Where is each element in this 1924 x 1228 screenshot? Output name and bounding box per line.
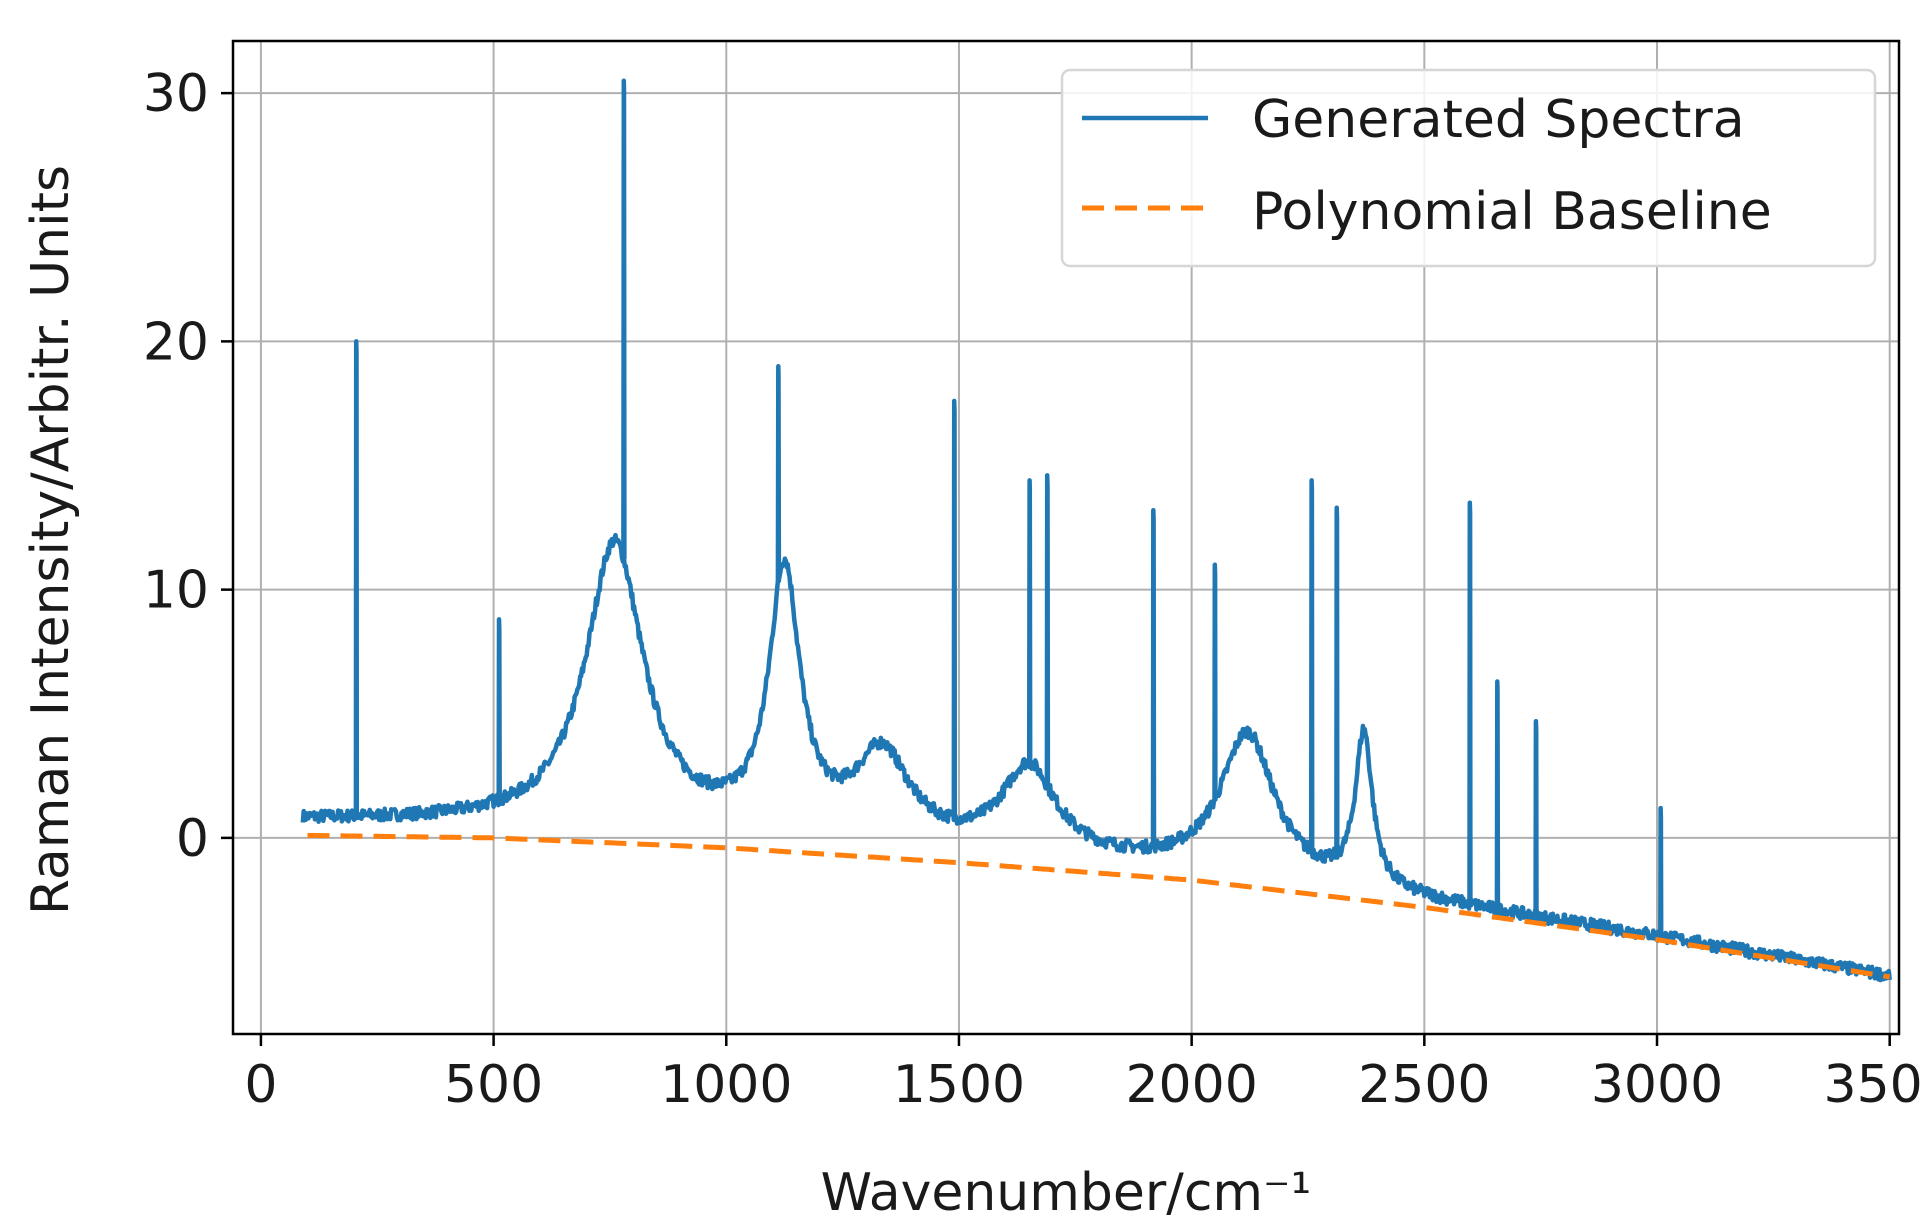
y-tick-label: 20	[143, 312, 209, 372]
y-tick-label: 10	[143, 561, 209, 621]
y-axis-label: Raman Intensity/Arbitr. Units	[21, 165, 81, 915]
x-tick-label: 1500	[893, 1055, 1025, 1115]
x-tick-label: 2500	[1358, 1055, 1490, 1115]
x-axis-label: Wavenumber/cm⁻¹	[821, 1163, 1312, 1223]
legend: Generated Spectra Polynomial Baseline	[1060, 68, 1877, 268]
x-tick-label: 2000	[1125, 1055, 1257, 1115]
y-tick-label: 30	[143, 64, 209, 124]
x-tick-label: 3000	[1591, 1055, 1723, 1115]
x-tick-label: 500	[444, 1055, 543, 1115]
axes-frame	[231, 39, 1901, 1036]
x-tick-label: 1000	[660, 1055, 792, 1115]
legend-label-polynomial-baseline: Polynomial Baseline	[1252, 182, 1772, 242]
legend-box	[1060, 68, 1877, 268]
legend-label-generated-spectra: Generated Spectra	[1252, 90, 1745, 150]
x-tick-label: 0	[244, 1055, 277, 1115]
y-axis-ticks: 0 10 20 30	[143, 64, 233, 869]
series-polynomial-baseline-line	[307, 832, 1891, 980]
series-generated-spectra-line	[300, 78, 1892, 983]
plot-area	[300, 78, 1892, 983]
y-tick-label: 0	[176, 809, 209, 869]
